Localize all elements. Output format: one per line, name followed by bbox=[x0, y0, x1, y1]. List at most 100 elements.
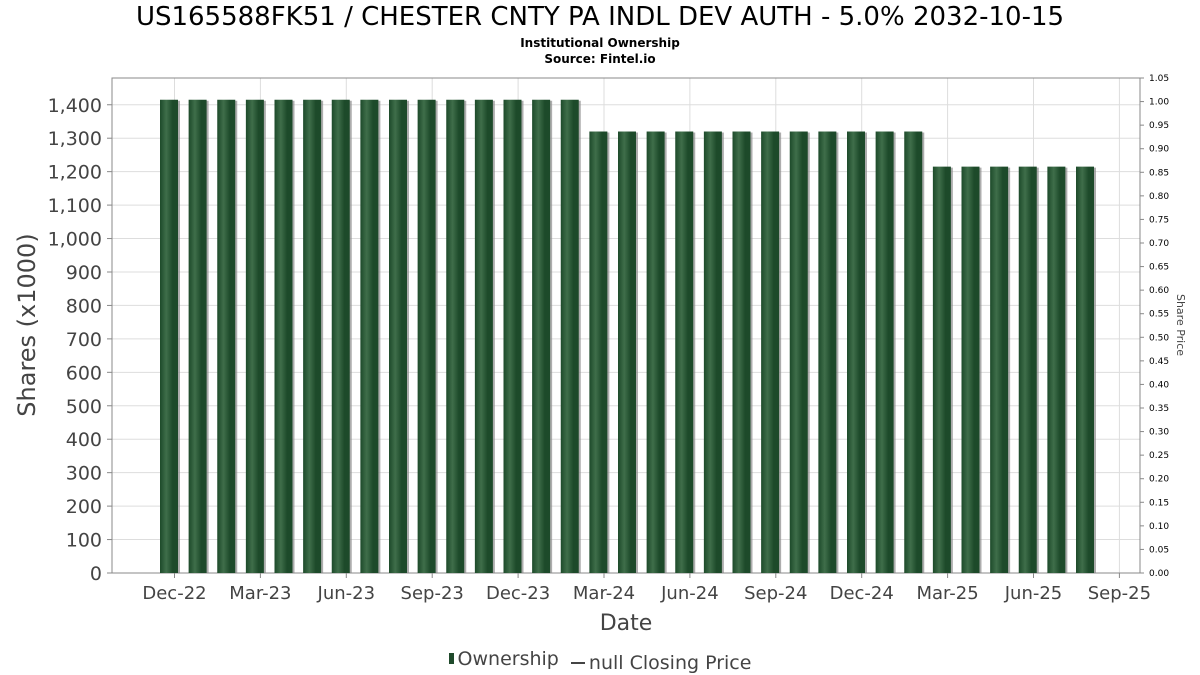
y2-axis-label: Share Price bbox=[1174, 294, 1187, 356]
x-tick-label: Mar-25 bbox=[916, 583, 978, 604]
ownership-bar bbox=[446, 99, 465, 573]
y-tick-label: 400 bbox=[66, 429, 102, 451]
y-tick-label: 900 bbox=[66, 262, 102, 284]
ownership-bar bbox=[245, 99, 264, 573]
y-tick-label: 500 bbox=[66, 396, 102, 418]
y-tick-label: 1,200 bbox=[48, 162, 102, 184]
y2-tick-label: 0.60 bbox=[1149, 286, 1169, 296]
y-tick-label: 1,000 bbox=[48, 229, 102, 251]
ownership-swatch-icon bbox=[448, 653, 454, 664]
ownership-bar bbox=[1047, 166, 1066, 573]
legend-price-label: null Closing Price bbox=[588, 652, 752, 674]
y2-tick-label: 0.10 bbox=[1149, 522, 1169, 532]
x-tick-label: Mar-23 bbox=[229, 583, 291, 604]
y-tick-label: 1,400 bbox=[48, 95, 102, 117]
ownership-bar bbox=[389, 99, 407, 573]
ownership-bar bbox=[847, 131, 865, 573]
x-tick-label: Sep-24 bbox=[744, 583, 807, 604]
x-axis-label: Date bbox=[600, 611, 653, 636]
ownership-bar bbox=[990, 166, 1009, 573]
y2-tick-label: 0.45 bbox=[1149, 357, 1169, 367]
y-tick-label: 200 bbox=[66, 496, 102, 518]
x-tick-label: Jun-24 bbox=[660, 583, 719, 604]
x-tick-label: Sep-23 bbox=[401, 583, 464, 604]
ownership-bar bbox=[732, 131, 751, 573]
y2-tick-label: 0.95 bbox=[1149, 121, 1169, 131]
ownership-bar bbox=[474, 99, 493, 573]
ownership-bar bbox=[646, 131, 665, 573]
ownership-bar bbox=[789, 131, 808, 573]
y2-tick-label: 0.00 bbox=[1149, 569, 1169, 579]
x-tick-label: Sep-25 bbox=[1088, 583, 1151, 604]
legend-item-price: null Closing Price bbox=[565, 652, 752, 674]
ownership-bar bbox=[1018, 166, 1037, 573]
y2-tick-label: 0.80 bbox=[1149, 192, 1169, 202]
ownership-bar bbox=[589, 131, 608, 573]
y2-tick-label: 0.40 bbox=[1149, 380, 1169, 390]
y-axis: 0 100 200 300 400 500 600 700 800 900 1,000 1,100 1,… bbox=[48, 95, 112, 585]
x-axis: Dec-22 Mar-23 Jun-23 Sep-23 Dec-23 Mar-24 Jun-… bbox=[142, 573, 1151, 604]
x-tick-label: Mar-24 bbox=[573, 583, 635, 604]
ownership-bar bbox=[618, 131, 636, 573]
x-tick-label: Dec-23 bbox=[486, 583, 550, 604]
x-tick-label: Jun-23 bbox=[317, 583, 376, 604]
y-tick-label: 0 bbox=[90, 563, 102, 585]
ownership-bar bbox=[188, 99, 207, 573]
ownership-bar bbox=[904, 131, 923, 573]
legend-item-ownership: Ownership bbox=[448, 647, 559, 670]
y2-axis: 0.00 0.05 0.10 0.15 0.20 0.25 0.30 0.35 0.40 0.45… bbox=[1140, 74, 1169, 579]
y2-tick-label: 1.00 bbox=[1149, 98, 1169, 108]
chart-source: Source: Fintel.io bbox=[544, 52, 656, 66]
ownership-bar bbox=[818, 131, 837, 573]
y2-tick-label: 0.35 bbox=[1149, 404, 1169, 414]
y2-tick-label: 0.50 bbox=[1149, 333, 1169, 343]
chart-title: US165588FK51 / CHESTER CNTY PA INDL DEV … bbox=[135, 2, 1065, 32]
ownership-bar bbox=[503, 99, 522, 573]
ownership-bar bbox=[532, 99, 551, 573]
y2-tick-label: 0.30 bbox=[1149, 428, 1169, 438]
ownership-bar bbox=[961, 166, 980, 573]
y-axis-label: Shares (x1000) bbox=[13, 233, 41, 416]
ownership-bar bbox=[331, 99, 350, 573]
ownership-bar bbox=[560, 99, 579, 573]
y2-tick-label: 0.25 bbox=[1149, 451, 1169, 461]
x-tick-label: Dec-22 bbox=[142, 583, 206, 604]
ownership-bar bbox=[360, 99, 379, 573]
ownership-bar bbox=[875, 131, 894, 573]
bars-layer bbox=[160, 99, 1096, 573]
ownership-bar bbox=[703, 131, 722, 573]
ownership-bar bbox=[761, 131, 780, 573]
ownership-bar bbox=[932, 166, 951, 573]
y2-tick-label: 0.05 bbox=[1149, 545, 1169, 555]
ownership-bar bbox=[417, 99, 436, 573]
y2-tick-label: 0.20 bbox=[1149, 475, 1169, 485]
ownership-bar bbox=[160, 99, 178, 573]
y-tick-label: 100 bbox=[66, 530, 102, 552]
y2-tick-label: 0.85 bbox=[1149, 168, 1169, 178]
ownership-bar bbox=[217, 99, 236, 573]
x-tick-label: Jun-25 bbox=[1004, 583, 1063, 604]
y2-tick-label: 0.90 bbox=[1149, 145, 1169, 155]
legend: Ownership null Closing Price bbox=[0, 647, 1200, 674]
x-tick-label: Dec-24 bbox=[830, 583, 894, 604]
y2-tick-label: 0.75 bbox=[1149, 215, 1169, 225]
legend-ownership-label: Ownership bbox=[457, 647, 559, 670]
ownership-bar bbox=[303, 99, 322, 573]
ownership-bar bbox=[675, 131, 694, 573]
y2-tick-label: 0.65 bbox=[1149, 263, 1169, 273]
y2-tick-label: 0.55 bbox=[1149, 310, 1169, 320]
y2-tick-label: 1.05 bbox=[1149, 74, 1169, 84]
y2-tick-label: 0.70 bbox=[1149, 239, 1169, 249]
y-tick-label: 700 bbox=[66, 329, 102, 351]
ownership-bar bbox=[1076, 166, 1094, 573]
y-tick-label: 800 bbox=[66, 295, 102, 317]
ownership-bar bbox=[274, 99, 293, 573]
y-tick-label: 600 bbox=[66, 362, 102, 384]
price-line-icon bbox=[570, 662, 585, 664]
chart-subtitle: Institutional Ownership bbox=[520, 36, 680, 50]
y-tick-label: 300 bbox=[66, 463, 102, 485]
y-tick-label: 1,100 bbox=[48, 195, 102, 217]
y-tick-label: 1,300 bbox=[48, 128, 102, 150]
y2-tick-label: 0.15 bbox=[1149, 498, 1169, 508]
